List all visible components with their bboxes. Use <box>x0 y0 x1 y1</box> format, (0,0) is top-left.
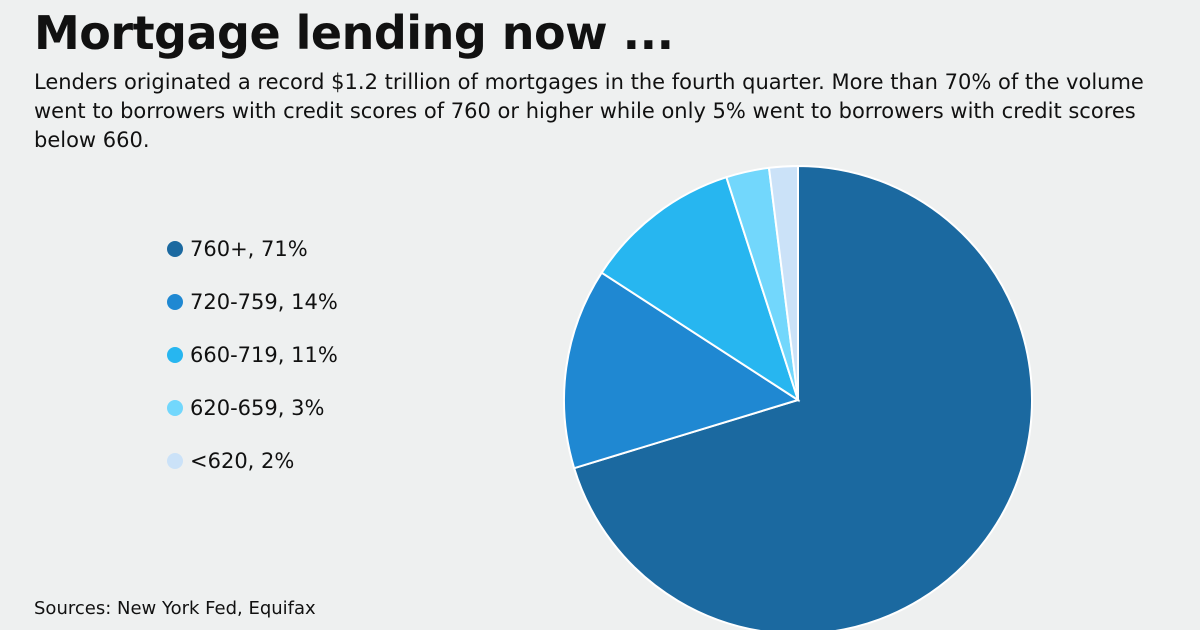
legend-label: 720-759, 14% <box>190 290 338 314</box>
chart-subtitle: Lenders originated a record $1.2 trillio… <box>34 70 1144 152</box>
pie-slice <box>600 175 800 403</box>
legend-label: 660-719, 11% <box>190 343 338 367</box>
legend-swatch <box>167 453 183 469</box>
legend-swatch <box>167 400 183 416</box>
legend-label: <620, 2% <box>190 449 294 473</box>
legend-swatch <box>167 241 183 257</box>
legend-swatch <box>167 347 183 363</box>
pie-slice <box>572 164 1033 630</box>
source-note: Sources: New York Fed, Equifax <box>34 598 316 619</box>
legend-label: 620-659, 3% <box>190 396 324 420</box>
legend-label: 760+, 71% <box>190 237 308 261</box>
pie-slice <box>767 164 799 401</box>
pie-slice <box>563 271 801 470</box>
legend-swatch <box>167 294 183 310</box>
chart-title: Mortgage lending now ... <box>34 6 674 60</box>
